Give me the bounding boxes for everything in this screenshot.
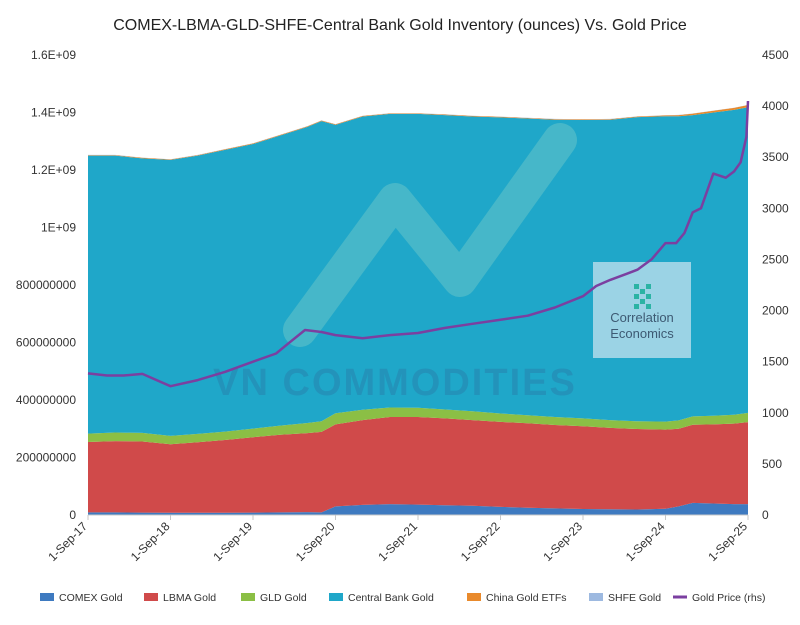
y-left-tick-label: 800000000 — [16, 278, 76, 292]
logo-icon — [634, 284, 651, 309]
area-gld-gold — [88, 407, 748, 445]
legend-item-lbma-gold: LBMA Gold — [144, 592, 216, 604]
y-right-tick-label: 3500 — [762, 150, 789, 164]
logo-icon-square — [646, 284, 651, 289]
legend-item-comex-gold: COMEX Gold — [40, 592, 123, 604]
legend: COMEX Gold LBMA Gold GLD Gold Central Bank … — [40, 592, 766, 604]
legend-swatch — [589, 593, 603, 601]
logo-icon-square — [634, 284, 639, 289]
y-left-tick-label: 1.4E+09 — [31, 106, 76, 120]
legend-label: COMEX Gold — [59, 592, 123, 604]
logo-text-line2: Economics — [610, 326, 674, 341]
x-tick-label: 1-Sep-21 — [375, 519, 420, 564]
legend-swatch — [467, 593, 481, 601]
y-left-tick-label: 200000000 — [16, 451, 76, 465]
logo-icon-square — [640, 289, 645, 294]
legend-swatch — [241, 593, 255, 601]
x-tick-label: 1-Sep-25 — [705, 519, 750, 564]
legend-label: Gold Price (rhs) — [692, 592, 766, 604]
y-right-tick-label: 2500 — [762, 252, 789, 266]
y-left-tick-label: 1.6E+09 — [31, 48, 76, 62]
y-right-tick-label: 1000 — [762, 406, 789, 420]
y-right-tick-label: 4000 — [762, 99, 789, 113]
legend-item-china-gold-etfs: China Gold ETFs — [467, 592, 567, 604]
area-central-bank-gold — [88, 107, 748, 436]
legend-label: China Gold ETFs — [486, 592, 567, 604]
chart-title: COMEX-LBMA-GLD-SHFE-Central Bank Gold In… — [113, 17, 687, 34]
y-left-tick-label: 1E+09 — [41, 221, 76, 235]
legend-item-gold-price: Gold Price (rhs) — [673, 592, 766, 604]
gold-price-layer — [87, 100, 750, 388]
legend-item-central-bank-gold: Central Bank Gold — [329, 592, 434, 604]
y-left-tick-label: 400000000 — [16, 393, 76, 407]
legend-label: Central Bank Gold — [348, 592, 434, 604]
y-right-tick-label: 500 — [762, 457, 782, 471]
legend-label: SHFE Gold — [608, 592, 661, 604]
y-left-tick-label: 600000000 — [16, 336, 76, 350]
logo-icon-square — [640, 299, 645, 304]
logo-box — [593, 262, 691, 358]
y-right-tick-label: 1500 — [762, 355, 789, 369]
x-tick-label: 1-Sep-22 — [458, 519, 503, 564]
x-tick-label: 1-Sep-23 — [540, 519, 585, 564]
y-right-tick-label: 4500 — [762, 48, 789, 62]
y-right-tick-label: 3000 — [762, 201, 789, 215]
y-right-tick-label: 2000 — [762, 304, 789, 318]
y-right-tick-label: 0 — [762, 508, 769, 522]
plot-area — [88, 104, 748, 515]
x-tick-label: 1-Sep-19 — [210, 519, 255, 564]
line-gold-price — [87, 100, 750, 388]
logo-icon-square — [634, 294, 639, 299]
legend-swatch — [329, 593, 343, 601]
logo-text-line1: Correlation — [610, 310, 674, 325]
x-tick-label: 1-Sep-24 — [623, 519, 668, 564]
x-tick-label: 1-Sep-17 — [45, 519, 90, 564]
y-left-tick-label: 0 — [69, 508, 76, 522]
logo-icon-square — [646, 294, 651, 299]
legend-item-shfe-gold: SHFE Gold — [589, 592, 661, 604]
y-left-tick-label: 1.2E+09 — [31, 163, 76, 177]
legend-swatch — [40, 593, 54, 601]
area-lbma-gold — [88, 417, 748, 513]
area-comex-gold — [88, 502, 748, 515]
legend-swatch — [144, 593, 158, 601]
logo-icon-square — [634, 304, 639, 309]
legend-item-gld-gold: GLD Gold — [241, 592, 307, 604]
watermark-arrow-icon — [283, 123, 577, 347]
brand-watermark: VN COMMODITIES — [213, 362, 577, 404]
legend-label: LBMA Gold — [163, 592, 216, 604]
legend-label: GLD Gold — [260, 592, 307, 604]
logo-icon-square — [646, 304, 651, 309]
x-tick-label: 1-Sep-20 — [293, 519, 338, 564]
x-tick-label: 1-Sep-18 — [128, 519, 173, 564]
